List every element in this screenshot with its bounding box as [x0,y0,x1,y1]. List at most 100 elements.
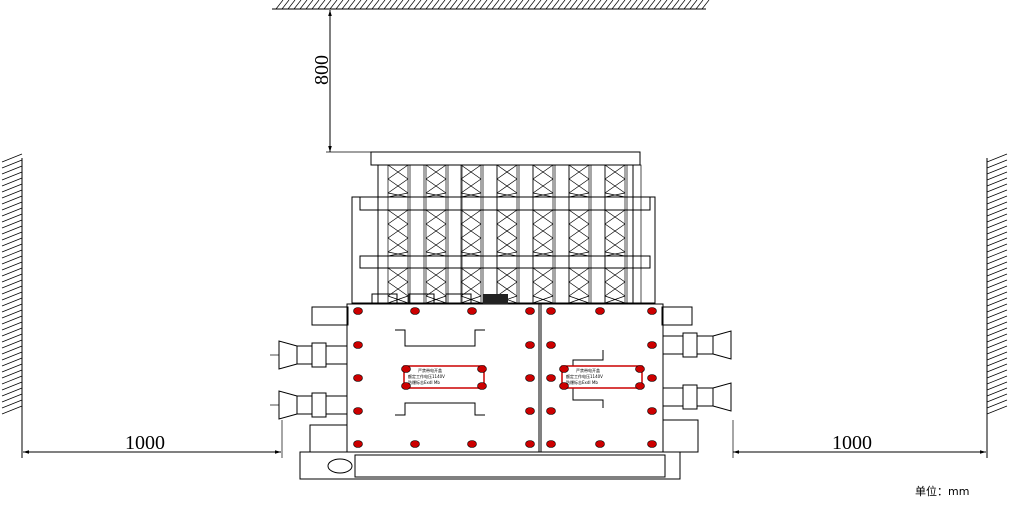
hatch-line [371,0,380,10]
hatch-line [275,0,284,10]
hatch-line [665,0,674,10]
hatch-line [986,273,1008,283]
column-gap [482,164,498,304]
cross [532,178,554,194]
hatch-line [986,333,1008,343]
bolt [546,341,556,349]
hatch-line [557,0,566,10]
bolt [647,407,657,415]
hatch-line [1,297,23,307]
hatch-line [473,0,482,10]
hatch-line [986,159,1008,169]
gland-nut [311,342,327,368]
hatch-line [986,171,1008,181]
cross [496,164,518,180]
gland-tip [712,382,732,412]
cross [387,223,409,239]
hatch-line [311,0,320,10]
hatch-line [539,0,548,10]
hatch-line [689,0,698,10]
hatch-line [335,0,344,10]
hatch-line [611,0,620,10]
cross [387,295,409,304]
bolt [525,440,535,448]
hatch-line [1,171,23,181]
hatch-line [986,399,1008,409]
cross [425,164,447,180]
hatch-line [1,153,23,163]
bolt [595,307,605,315]
cross [460,251,482,257]
hatch-line [641,0,650,10]
cross [496,267,518,283]
hatch-line [986,303,1008,313]
hatch-line [593,0,602,10]
nameplate-text: 额定工作电压1140V [566,373,603,379]
hatch-line [1,321,23,331]
bolt [401,382,411,390]
cross [425,223,447,239]
cross [568,267,590,283]
hatch-line [509,0,518,10]
hatch-line [986,237,1008,247]
hatch-line [299,0,308,10]
cross [532,251,554,257]
hatch-line [1,351,23,361]
hatch-line [437,0,446,10]
hatch-line [695,0,704,10]
hatch-line [1,315,23,325]
hatch-line [461,0,470,10]
hatch-line [986,225,1008,235]
hatch-line [683,0,692,10]
cross [604,251,626,257]
hatch-line [497,0,506,10]
hatch-line [1,165,23,175]
bolt [467,307,477,315]
bolt [353,341,363,349]
hatch-line [677,0,686,10]
hatch-line [1,213,23,223]
hatch-line [986,291,1008,301]
column [604,164,626,304]
hatch-line [986,405,1008,415]
cross [460,223,482,239]
hatch-line [647,0,656,10]
hatch-line [443,0,452,10]
hatch-line [986,255,1008,265]
hatch-line [407,0,416,10]
bolt [353,440,363,448]
hatch-line [1,225,23,235]
cross [532,237,554,253]
hatch-line [515,0,524,10]
hatch-line [1,219,23,229]
cross [604,178,626,194]
hatch-line [986,195,1008,205]
cross [496,223,518,239]
cross [387,192,409,198]
column-gap [518,164,534,304]
cross [460,237,482,253]
cross [460,209,482,225]
hatch-line [581,0,590,10]
cross [460,192,482,198]
bolt [546,440,556,448]
dimension-label: 1000 [832,432,872,454]
dimension-label: 800 [311,55,333,85]
cross [532,209,554,225]
gland-nut [311,392,327,418]
hatch-line [587,0,596,10]
nameplate-text: 防爆标志ExdI Mb [408,379,440,385]
nameplate-text: 额定工作电压1140V [408,373,445,379]
bolt [647,374,657,382]
hatch-line [281,0,290,10]
hatch-line [986,309,1008,319]
hatch-line [341,0,350,10]
hatch-line [413,0,422,10]
cross [568,178,590,194]
hatch-line [527,0,536,10]
cross [425,237,447,253]
cross [496,192,518,198]
cross [387,237,409,253]
cross [387,251,409,257]
